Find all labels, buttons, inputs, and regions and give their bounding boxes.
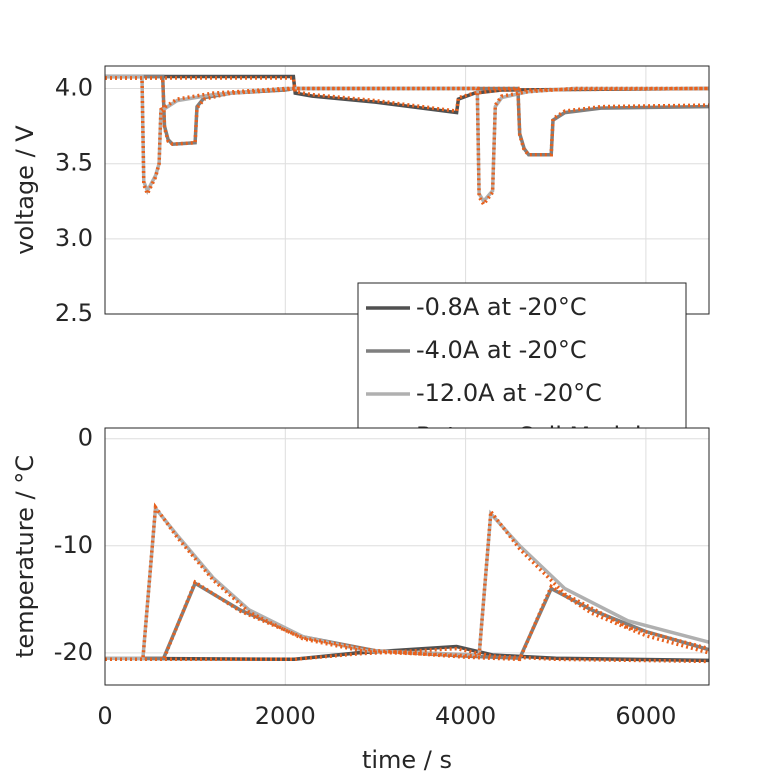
y-axis-label: voltage / V [11, 125, 39, 255]
series-line [105, 76, 709, 114]
legend-label: -12.0A at -20°C [416, 379, 602, 407]
x-tick-label: 0 [97, 702, 112, 730]
series-line [105, 76, 709, 157]
y-tick-label: 0 [78, 424, 93, 452]
legend-label: -0.8A at -20°C [416, 293, 587, 321]
x-tick-label: 6000 [615, 702, 676, 730]
y-tick-label: -10 [54, 531, 93, 559]
y-tick-label: 3.5 [55, 149, 93, 177]
y-tick-label: -20 [54, 638, 93, 666]
y-axis-label: temperature / °C [11, 455, 39, 658]
y-tick-label: 2.5 [55, 299, 93, 327]
x-tick-label: 2000 [255, 702, 316, 730]
series-line [105, 646, 709, 664]
x-axis-label: time / s [362, 746, 452, 774]
y-tick-label: 4.0 [55, 74, 93, 102]
plot-frame [104, 427, 710, 686]
legend-label: -4.0A at -20°C [416, 336, 587, 364]
plot-area [105, 66, 709, 314]
series-group [105, 502, 709, 664]
series-line [105, 502, 709, 662]
x-tick-label: 4000 [435, 702, 496, 730]
plot-area [105, 428, 709, 685]
y-tick-label: 3.0 [55, 224, 93, 252]
series-group [105, 74, 709, 208]
series-line [105, 76, 709, 208]
